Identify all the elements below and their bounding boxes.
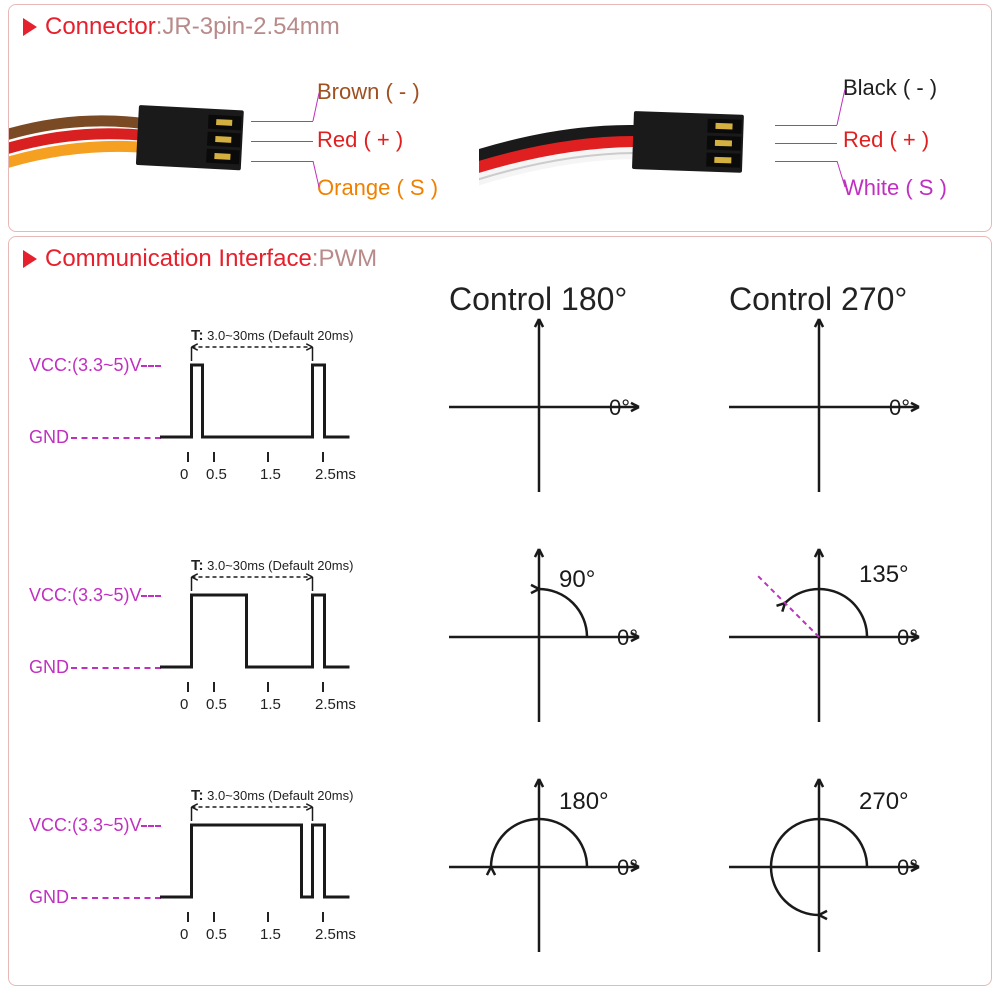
tick-mark — [322, 912, 324, 922]
connector-title-sep: : — [156, 13, 163, 41]
tick-mark — [267, 682, 269, 692]
tick-mark — [322, 682, 324, 692]
tick-mark — [187, 682, 189, 692]
tick-label: 2.5ms — [315, 926, 356, 943]
lead-slants — [251, 79, 321, 199]
pwm-signal: VCC:(3.3~5)V GND T: 3.0~30ms (Default 20… — [29, 777, 399, 977]
signal-svg — [29, 317, 399, 517]
comm-title-sep: : — [312, 245, 319, 273]
connector-body: Brown ( - ) Red ( + ) Orange ( S ) — [9, 49, 991, 229]
angle-270-diagram: 0° — [719, 307, 969, 507]
connector-panel: Connector : JR-3pin-2.54mm — [8, 4, 992, 232]
angle-270-diagram: 135° 0° — [719, 537, 969, 737]
connector-title-prefix: Connector — [45, 13, 156, 41]
svg-text:0°: 0° — [617, 625, 638, 650]
tick-label: 0.5 — [206, 926, 227, 943]
pwm-row: VCC:(3.3~5)V GND T: 3.0~30ms (Default 20… — [9, 767, 991, 987]
svg-text:0°: 0° — [897, 625, 918, 650]
tick-mark — [187, 912, 189, 922]
svg-text:180°: 180° — [559, 788, 609, 815]
svg-text:135°: 135° — [859, 561, 909, 588]
tick-label: 2.5ms — [315, 696, 356, 713]
wire-label-white: White ( S ) — [843, 175, 947, 201]
arrow-bullet-icon — [23, 18, 37, 36]
comm-title-prefix: Communication Interface — [45, 245, 312, 273]
wire-label-red2: Red ( + ) — [843, 127, 929, 153]
comm-panel: Communication Interface : PWM Control 18… — [8, 236, 992, 986]
signal-svg — [29, 547, 399, 747]
tick-label: 1.5 — [260, 466, 281, 483]
tick-label: 1.5 — [260, 696, 281, 713]
signal-svg — [29, 777, 399, 977]
tick-mark — [267, 912, 269, 922]
tick-label: 0 — [180, 926, 188, 943]
comm-header: Communication Interface : PWM — [9, 237, 991, 281]
tick-label: 2.5ms — [315, 466, 356, 483]
tick-label: 0.5 — [206, 696, 227, 713]
pwm-row: VCC:(3.3~5)V GND T: 3.0~30ms (Default 20… — [9, 307, 991, 527]
tick-label: 0.5 — [206, 466, 227, 483]
wire-label-orange: Orange ( S ) — [317, 175, 438, 201]
tick-mark — [267, 452, 269, 462]
wire-label-black: Black ( - ) — [843, 75, 937, 101]
svg-text:0°: 0° — [889, 395, 910, 420]
connector-title-value: JR-3pin-2.54mm — [162, 13, 339, 41]
wire-label-brown: Brown ( - ) — [317, 79, 420, 105]
tick-mark — [187, 452, 189, 462]
tick-mark — [213, 682, 215, 692]
lead-slants-r — [775, 75, 849, 195]
arrow-bullet-icon — [23, 250, 37, 268]
svg-text:0°: 0° — [617, 855, 638, 880]
tick-label: 0 — [180, 466, 188, 483]
tick-label: 0 — [180, 696, 188, 713]
tick-mark — [322, 452, 324, 462]
angle-180-diagram: 90° 0° — [439, 537, 689, 737]
tick-mark — [213, 912, 215, 922]
pwm-signal: VCC:(3.3~5)V GND T: 3.0~30ms (Default 20… — [29, 317, 399, 517]
angle-180-diagram: 0° — [439, 307, 689, 507]
svg-text:90°: 90° — [559, 566, 595, 593]
angle-270-diagram: 270° 0° — [719, 767, 969, 967]
svg-text:270°: 270° — [859, 788, 909, 815]
svg-text:0°: 0° — [609, 395, 630, 420]
tick-mark — [213, 452, 215, 462]
connector-header: Connector : JR-3pin-2.54mm — [9, 5, 991, 49]
wire-label-red: Red ( + ) — [317, 127, 403, 153]
pwm-signal: VCC:(3.3~5)V GND T: 3.0~30ms (Default 20… — [29, 547, 399, 747]
tick-label: 1.5 — [260, 926, 281, 943]
comm-title-value: PWM — [318, 245, 377, 273]
pwm-row: VCC:(3.3~5)V GND T: 3.0~30ms (Default 20… — [9, 537, 991, 757]
angle-180-diagram: 180° 0° — [439, 767, 689, 967]
connector-right-svg — [479, 45, 799, 215]
svg-text:0°: 0° — [897, 855, 918, 880]
